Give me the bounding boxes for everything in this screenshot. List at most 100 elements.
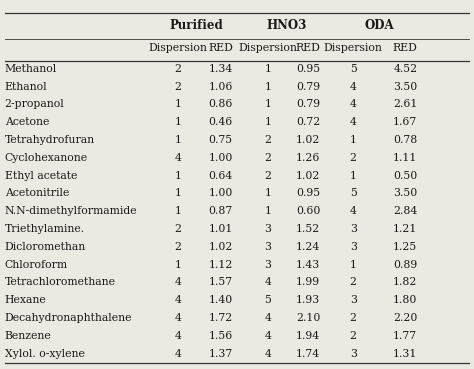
Text: 0.50: 0.50 (393, 170, 418, 180)
Text: Ethanol: Ethanol (5, 82, 47, 92)
Text: 1.21: 1.21 (393, 224, 418, 234)
Text: 4.52: 4.52 (393, 64, 417, 74)
Text: 1.74: 1.74 (296, 349, 320, 359)
Text: 1.93: 1.93 (296, 295, 320, 305)
Text: 1.00: 1.00 (208, 153, 233, 163)
Text: 0.46: 0.46 (208, 117, 233, 127)
Text: 0.64: 0.64 (208, 170, 233, 180)
Text: 3: 3 (350, 224, 356, 234)
Text: 3: 3 (350, 242, 356, 252)
Text: 0.78: 0.78 (393, 135, 418, 145)
Text: 1.06: 1.06 (208, 82, 233, 92)
Text: 1.25: 1.25 (393, 242, 418, 252)
Text: 0.86: 0.86 (208, 99, 233, 110)
Text: 1.94: 1.94 (296, 331, 320, 341)
Text: 4: 4 (264, 277, 271, 287)
Text: 1: 1 (174, 260, 181, 270)
Text: 1.11: 1.11 (393, 153, 418, 163)
Text: 1: 1 (350, 170, 356, 180)
Text: 4: 4 (174, 331, 181, 341)
Text: 1.56: 1.56 (208, 331, 233, 341)
Text: 4: 4 (174, 153, 181, 163)
Text: 2: 2 (174, 242, 181, 252)
Text: 4: 4 (174, 313, 181, 323)
Text: 4: 4 (350, 206, 356, 216)
Text: 0.60: 0.60 (296, 206, 320, 216)
Text: 4: 4 (350, 82, 356, 92)
Text: 1.43: 1.43 (296, 260, 320, 270)
Text: 0.79: 0.79 (296, 82, 320, 92)
Text: 1.82: 1.82 (393, 277, 418, 287)
Text: 1: 1 (174, 117, 181, 127)
Text: N.N-dimethylformamide: N.N-dimethylformamide (5, 206, 137, 216)
Text: 0.95: 0.95 (296, 64, 320, 74)
Text: 1.02: 1.02 (296, 135, 320, 145)
Text: Dispersion: Dispersion (324, 43, 383, 54)
Text: 1.80: 1.80 (393, 295, 418, 305)
Text: HNO3: HNO3 (266, 19, 307, 32)
Text: 4: 4 (350, 117, 356, 127)
Text: 1.12: 1.12 (208, 260, 233, 270)
Text: 2: 2 (174, 64, 181, 74)
Text: Dispersion: Dispersion (238, 43, 297, 54)
Text: 1.02: 1.02 (296, 170, 320, 180)
Text: RED: RED (208, 43, 233, 54)
Text: 3: 3 (264, 224, 271, 234)
Text: 1: 1 (174, 170, 181, 180)
Text: 1.72: 1.72 (208, 313, 233, 323)
Text: 4: 4 (264, 313, 271, 323)
Text: 3: 3 (350, 349, 356, 359)
Text: 4: 4 (174, 277, 181, 287)
Text: Xylol. o-xylene: Xylol. o-xylene (5, 349, 85, 359)
Text: 1.37: 1.37 (208, 349, 233, 359)
Text: 1.40: 1.40 (208, 295, 233, 305)
Text: 2: 2 (350, 313, 356, 323)
Text: 3: 3 (350, 295, 356, 305)
Text: Benzene: Benzene (5, 331, 52, 341)
Text: 2: 2 (174, 224, 181, 234)
Text: 1: 1 (174, 135, 181, 145)
Text: 1: 1 (264, 117, 271, 127)
Text: 1: 1 (174, 206, 181, 216)
Text: 1.02: 1.02 (208, 242, 233, 252)
Text: 1.77: 1.77 (393, 331, 417, 341)
Text: 1.34: 1.34 (208, 64, 233, 74)
Text: 4: 4 (264, 331, 271, 341)
Text: 4: 4 (174, 349, 181, 359)
Text: 2.20: 2.20 (393, 313, 418, 323)
Text: 1.31: 1.31 (393, 349, 418, 359)
Text: 5: 5 (350, 64, 356, 74)
Text: 2: 2 (350, 277, 356, 287)
Text: 5: 5 (350, 189, 356, 199)
Text: 1.26: 1.26 (296, 153, 320, 163)
Text: 1: 1 (350, 135, 356, 145)
Text: 1.00: 1.00 (208, 189, 233, 199)
Text: 2: 2 (264, 153, 271, 163)
Text: 1.01: 1.01 (208, 224, 233, 234)
Text: 3: 3 (264, 242, 271, 252)
Text: ODA: ODA (365, 19, 394, 32)
Text: Tetrachloromethane: Tetrachloromethane (5, 277, 116, 287)
Text: RED: RED (393, 43, 418, 54)
Text: 2.84: 2.84 (393, 206, 418, 216)
Text: 3.50: 3.50 (393, 189, 418, 199)
Text: 1: 1 (350, 260, 356, 270)
Text: 1: 1 (174, 99, 181, 110)
Text: 4: 4 (350, 99, 356, 110)
Text: 1: 1 (264, 206, 271, 216)
Text: 0.75: 0.75 (209, 135, 232, 145)
Text: RED: RED (296, 43, 320, 54)
Text: 2: 2 (264, 170, 271, 180)
Text: 5: 5 (264, 295, 271, 305)
Text: 1: 1 (174, 189, 181, 199)
Text: 0.72: 0.72 (296, 117, 320, 127)
Text: Triethylamine.: Triethylamine. (5, 224, 85, 234)
Text: Chloroform: Chloroform (5, 260, 68, 270)
Text: 1: 1 (264, 64, 271, 74)
Text: 1.52: 1.52 (296, 224, 320, 234)
Text: 4: 4 (174, 295, 181, 305)
Text: 0.95: 0.95 (296, 189, 320, 199)
Text: 0.89: 0.89 (393, 260, 418, 270)
Text: 1.99: 1.99 (296, 277, 320, 287)
Text: Decahydronaphthalene: Decahydronaphthalene (5, 313, 132, 323)
